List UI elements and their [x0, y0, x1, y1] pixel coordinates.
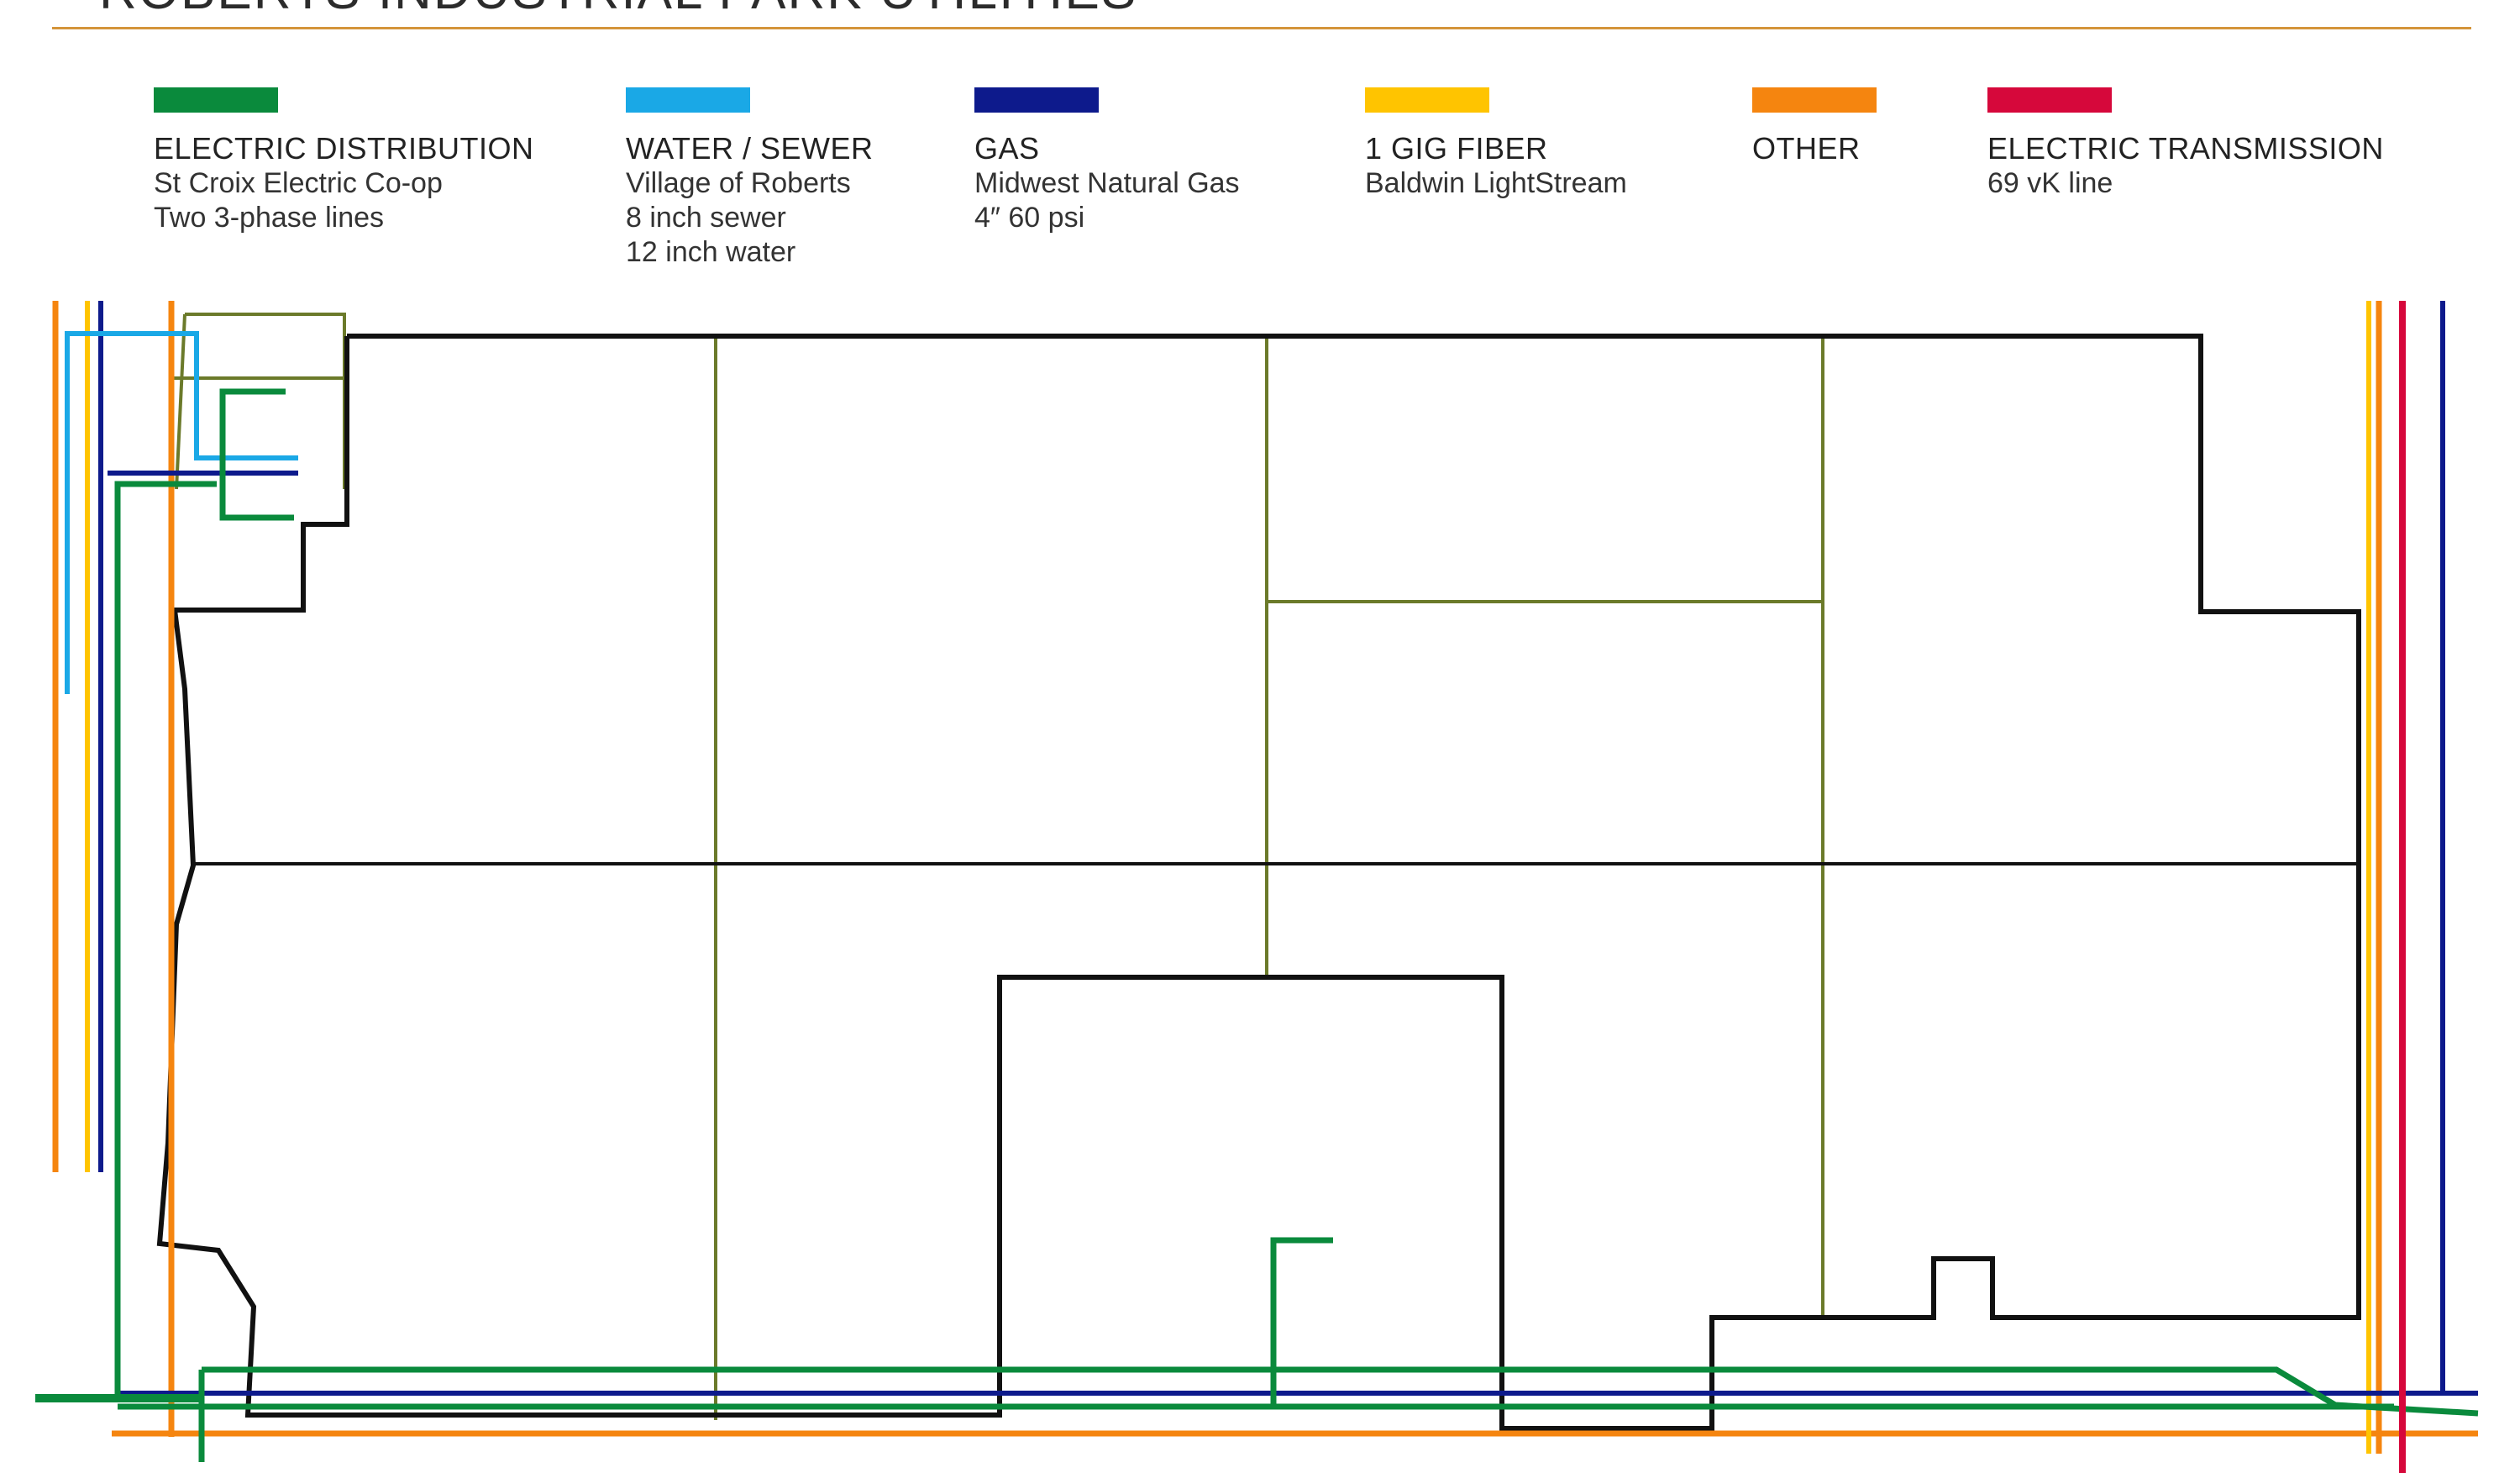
page-title: ROBERTS INDUSTRIAL PARK UTILITIES [99, 0, 1137, 21]
electric-line [219, 388, 294, 521]
green-line-swatch-icon [154, 87, 278, 113]
legend-item-transmission: ELECTRIC TRANSMISSION 69 vK line [1987, 87, 2384, 201]
yellow-line-swatch-icon [1365, 87, 1489, 113]
electric-distribution-lines [35, 388, 2479, 1462]
legend-detail: Baldwin LightStream [1365, 167, 1627, 199]
water-line [65, 331, 298, 694]
lot-line [175, 313, 186, 490]
legend-label: ELECTRIC TRANSMISSION [1987, 131, 2384, 166]
lot-line [185, 313, 346, 489]
legend-detail: Village of Roberts [626, 167, 851, 199]
site-boundary [156, 334, 2361, 1431]
legend-detail: Midwest Natural Gas [974, 167, 1240, 199]
legend-detail: 69 vK line [1987, 167, 2113, 199]
legend-label: ELECTRIC DISTRIBUTION [154, 131, 534, 166]
navy-line-swatch-icon [974, 87, 1099, 113]
legend-label: WATER / SEWER [626, 131, 874, 166]
legend-detail: St Croix Electric Co-op [154, 167, 443, 199]
legend-item-fiber: 1 GIG FIBER Baldwin LightStream [1365, 87, 1627, 201]
legend-detail: 12 inch water [626, 236, 796, 268]
legend-label: OTHER [1752, 131, 1861, 166]
light-blue-line-swatch-icon [626, 87, 750, 113]
other-utility-lines [52, 301, 2478, 1454]
orange-line-swatch-icon [1752, 87, 1877, 113]
legend-item-other: OTHER [1752, 87, 1877, 166]
legend-label: 1 GIG FIBER [1365, 131, 1548, 166]
title-divider [52, 27, 2471, 29]
legend-item-water-sewer: WATER / SEWER Village of Roberts 8 inch … [626, 87, 874, 270]
legend-detail: Two 3-phase lines [154, 202, 385, 234]
gas-lines [98, 301, 2478, 1396]
legend-item-gas: GAS Midwest Natural Gas 4″ 60 psi [974, 87, 1240, 235]
legend-detail: 4″ 60 psi [974, 202, 1085, 234]
fiber-lines [85, 301, 2371, 1454]
electric-line [202, 1366, 2479, 1417]
water-sewer-lines [65, 331, 298, 694]
legend-detail: 8 inch sewer [626, 202, 786, 234]
boundary-line [156, 334, 2361, 1431]
red-line-swatch-icon [1987, 87, 2112, 113]
electric-line [1270, 1237, 1333, 1407]
legend-label: GAS [974, 131, 1040, 166]
legend-item-electric: ELECTRIC DISTRIBUTION St Croix Electric … [154, 87, 534, 235]
electric-line [114, 481, 217, 1398]
